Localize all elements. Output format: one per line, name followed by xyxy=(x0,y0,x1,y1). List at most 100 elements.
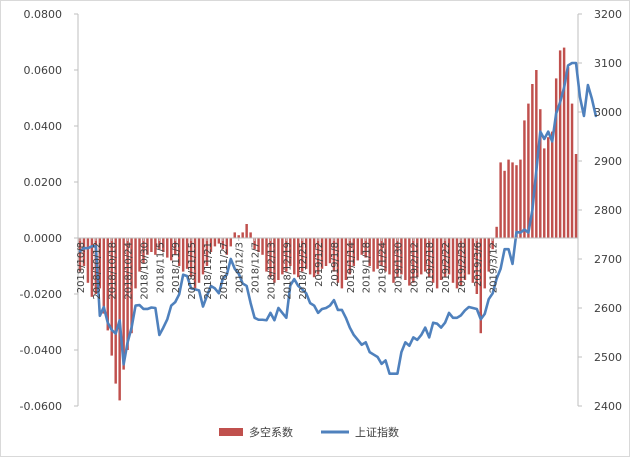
x-axis-tick-label: 2018/10/18 xyxy=(108,242,119,300)
bar xyxy=(142,238,145,264)
bar xyxy=(554,78,558,239)
bar xyxy=(162,238,165,252)
bar xyxy=(515,165,518,238)
line-series-path xyxy=(78,61,598,375)
bar xyxy=(217,238,221,244)
bar xyxy=(114,238,117,384)
bar xyxy=(368,238,371,266)
left-axis-tick-label: 0.0800 xyxy=(24,8,63,21)
left-axis-ticks: -0.0600 -0.0400 -0.0200 0.0000 0.0200 0.0400 0… xyxy=(20,8,78,413)
bar xyxy=(340,238,344,289)
bar xyxy=(364,238,367,258)
bar xyxy=(539,109,542,238)
bar xyxy=(499,162,502,238)
x-axis-tick-label: 2018/10/8 xyxy=(76,242,87,293)
right-axis-tick-label: 2400 xyxy=(594,400,622,413)
legend-label-line: 上证指数 xyxy=(355,425,399,439)
bar xyxy=(483,238,486,289)
x-axis-tick-label: 2018/12/13 xyxy=(266,242,277,300)
bar xyxy=(523,120,526,238)
left-axis-tick-label: 0.0200 xyxy=(24,176,63,189)
legend-label-bar: 多空系数 xyxy=(249,425,293,439)
x-axis-tick-label: 2018/11/15 xyxy=(187,242,198,300)
bar xyxy=(384,238,387,272)
bar xyxy=(507,159,510,238)
left-axis-tick-label: -0.0200 xyxy=(20,288,62,301)
bar xyxy=(511,162,514,238)
bar xyxy=(273,238,276,283)
x-axis-tick-label: 2018/10/30 xyxy=(139,242,150,300)
bar xyxy=(249,232,252,238)
bar xyxy=(543,148,546,238)
bar xyxy=(308,238,312,275)
bar xyxy=(221,238,225,250)
x-axis-tick-label: 2019/3/12 xyxy=(489,242,500,293)
right-axis-tick-label: 2500 xyxy=(594,351,622,364)
bar xyxy=(316,238,320,275)
bar xyxy=(281,238,284,275)
bar xyxy=(98,238,102,289)
bar xyxy=(253,238,256,250)
x-axis-tick-label: 2018/11/9 xyxy=(171,242,182,293)
bar xyxy=(396,238,399,278)
bar xyxy=(447,238,451,275)
bar xyxy=(185,238,189,269)
left-axis-tick-label: 0.0400 xyxy=(24,120,63,133)
bar xyxy=(503,170,506,238)
bar xyxy=(154,238,157,255)
bar xyxy=(269,238,272,278)
bar xyxy=(205,238,209,266)
bar xyxy=(467,238,471,275)
bar xyxy=(189,238,193,278)
bar xyxy=(213,238,217,247)
bar xyxy=(408,238,411,286)
bar xyxy=(304,238,308,269)
bar xyxy=(443,238,447,278)
right-axis-tick-label: 2700 xyxy=(594,253,622,266)
bar xyxy=(392,238,395,283)
bar xyxy=(531,84,534,238)
bar xyxy=(459,238,463,286)
bar xyxy=(550,131,554,238)
x-axis-tick-label: 2018/10/12 xyxy=(92,242,103,300)
bar xyxy=(134,238,137,289)
bar xyxy=(431,238,435,283)
bar xyxy=(360,238,363,255)
line-series xyxy=(78,61,598,375)
right-axis-tick-label: 3100 xyxy=(594,57,622,70)
bar xyxy=(257,238,260,252)
bar xyxy=(237,235,240,238)
bar xyxy=(412,238,415,283)
x-axis-tick-label: 2018/12/19 xyxy=(282,242,293,300)
bar xyxy=(400,238,403,275)
bar xyxy=(324,238,328,266)
bar xyxy=(225,238,229,255)
bar xyxy=(471,238,475,283)
bar xyxy=(491,238,494,250)
bar xyxy=(495,226,498,238)
bar xyxy=(82,238,86,266)
bar xyxy=(574,154,578,238)
bar xyxy=(293,238,296,275)
bar xyxy=(380,238,383,266)
left-axis-tick-label: -0.0400 xyxy=(20,344,62,357)
bar xyxy=(285,238,288,272)
right-axis-tick-label: 2600 xyxy=(594,302,622,315)
bar xyxy=(78,238,82,272)
bar xyxy=(312,238,316,278)
bar xyxy=(320,238,324,269)
bar xyxy=(372,238,375,272)
right-axis-tick-label: 2800 xyxy=(594,204,622,217)
bar xyxy=(177,238,181,266)
legend-swatch-bar xyxy=(219,428,243,436)
bar xyxy=(427,238,431,278)
bar xyxy=(130,238,133,334)
bar xyxy=(416,238,419,278)
bar xyxy=(527,103,530,238)
x-axis-tick-label: 2018/11/5 xyxy=(155,242,166,293)
x-axis-tick-label: 2019/1/8 xyxy=(330,242,341,287)
bar xyxy=(404,238,407,280)
bar xyxy=(166,238,169,258)
bar xyxy=(439,238,443,280)
